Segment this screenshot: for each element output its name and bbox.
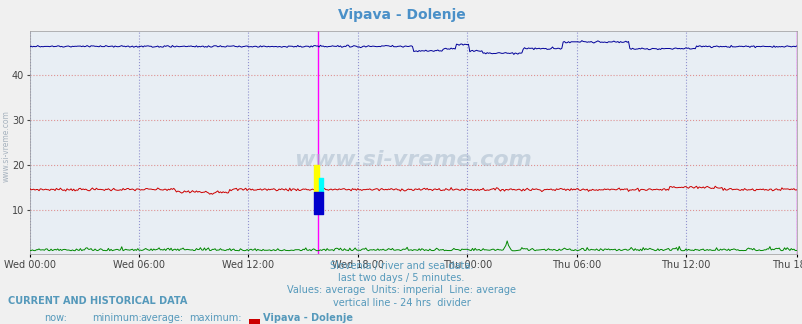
Text: Values: average  Units: imperial  Line: average: Values: average Units: imperial Line: av…: [286, 285, 516, 295]
Text: minimum:: minimum:: [92, 313, 142, 323]
Text: average:: average:: [140, 313, 184, 323]
Text: CURRENT AND HISTORICAL DATA: CURRENT AND HISTORICAL DATA: [8, 296, 187, 307]
Text: vertical line - 24 hrs  divider: vertical line - 24 hrs divider: [332, 298, 470, 308]
Text: maximum:: maximum:: [188, 313, 241, 323]
Text: Slovenia / river and sea data.: Slovenia / river and sea data.: [330, 261, 472, 271]
Text: www.si-vreme.com: www.si-vreme.com: [294, 150, 532, 170]
Text: now:: now:: [44, 313, 67, 323]
Text: last two days / 5 minutes.: last two days / 5 minutes.: [338, 273, 464, 283]
Text: Vipava - Dolenje: Vipava - Dolenje: [337, 8, 465, 22]
Text: Vipava - Dolenje: Vipava - Dolenje: [263, 313, 353, 323]
Text: www.si-vreme.com: www.si-vreme.com: [2, 110, 11, 182]
